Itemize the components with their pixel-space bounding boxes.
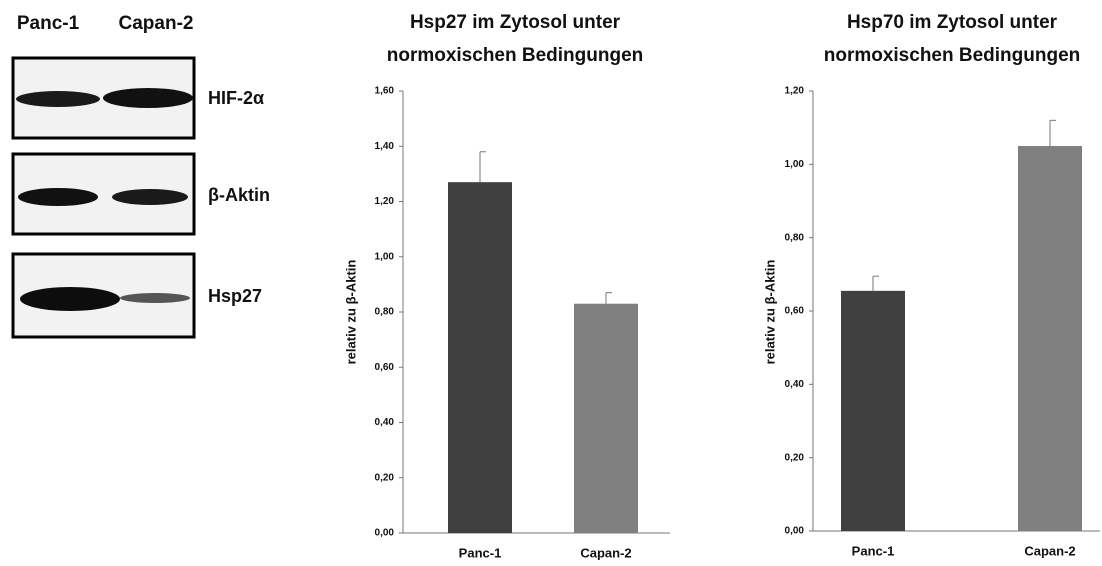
- bar: [1018, 146, 1082, 531]
- x-tick-label: Capan-2: [1024, 543, 1075, 558]
- chart-title: normoxischen Bedingungen: [387, 45, 644, 66]
- blot-band: [112, 189, 188, 205]
- y-tick-label: 0,00: [375, 528, 395, 539]
- blot-band: [103, 88, 193, 108]
- blot-row-label: β-Aktin: [208, 185, 270, 205]
- y-tick-label: 1,00: [785, 159, 805, 170]
- y-tick-label: 0,60: [785, 306, 805, 317]
- bar: [574, 304, 638, 533]
- y-axis-label: relativ zu β-Aktin: [762, 260, 777, 365]
- y-tick-label: 0,40: [785, 379, 805, 390]
- chart-title: normoxischen Bedingungen: [824, 45, 1081, 66]
- bar: [448, 182, 512, 533]
- blot-column-label: Capan-2: [119, 13, 194, 34]
- y-tick-label: 1,20: [785, 86, 805, 97]
- y-tick-label: 1,40: [375, 141, 395, 152]
- y-tick-label: 0,00: [785, 526, 805, 537]
- figure: Panc-1 Capan-2 HIF-2α β-Aktin Hsp27 Hsp2…: [0, 0, 1102, 566]
- bar: [841, 291, 905, 531]
- y-tick-label: 0,20: [785, 452, 805, 463]
- blot-band: [20, 287, 120, 311]
- y-tick-label: 0,80: [375, 307, 395, 318]
- y-tick-label: 0,60: [375, 362, 395, 373]
- blot-band: [16, 91, 100, 107]
- blot-band: [120, 293, 190, 303]
- y-tick-label: 1,60: [375, 86, 395, 97]
- y-axis-label: relativ zu β-Aktin: [343, 260, 358, 365]
- blot-row-label: HIF-2α: [208, 88, 264, 108]
- x-tick-label: Panc-1: [459, 545, 502, 560]
- blot-row-label: Hsp27: [208, 286, 262, 306]
- x-tick-label: Panc-1: [852, 543, 895, 558]
- y-tick-label: 0,20: [375, 472, 395, 483]
- western-blot: Panc-1 Capan-2 HIF-2α β-Aktin Hsp27: [13, 13, 270, 337]
- y-tick-label: 1,00: [375, 251, 395, 262]
- y-tick-label: 1,20: [375, 196, 395, 207]
- blot-column-label: Panc-1: [17, 13, 80, 34]
- chart-title: Hsp27 im Zytosol unter: [410, 12, 621, 33]
- blot-band: [18, 188, 98, 206]
- chart-title: Hsp70 im Zytosol unter: [847, 12, 1058, 33]
- y-tick-label: 0,80: [785, 232, 805, 243]
- y-tick-label: 0,40: [375, 417, 395, 428]
- x-tick-label: Capan-2: [580, 545, 631, 560]
